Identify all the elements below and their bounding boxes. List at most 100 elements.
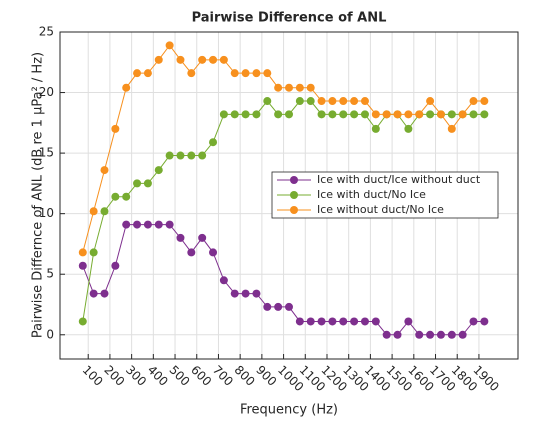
data-point xyxy=(360,110,369,119)
data-point xyxy=(209,248,218,257)
y-axis-label: Pairwise Differnce of ANL (dB re 1 μPa² … xyxy=(31,52,46,338)
y-tick-label: 15 xyxy=(39,146,54,160)
data-point xyxy=(317,110,326,119)
data-point xyxy=(241,289,250,298)
data-point xyxy=(89,289,98,298)
data-point xyxy=(263,97,272,106)
data-point xyxy=(187,151,196,160)
data-point xyxy=(263,69,272,78)
data-point xyxy=(480,97,489,106)
data-point xyxy=(285,110,293,119)
data-point xyxy=(241,69,250,78)
data-point xyxy=(122,83,131,92)
data-point xyxy=(209,138,218,147)
data-point xyxy=(285,302,293,311)
data-point xyxy=(382,330,391,339)
data-point xyxy=(350,110,359,119)
y-tick-label: 0 xyxy=(46,327,54,341)
data-point xyxy=(447,124,456,133)
data-point xyxy=(198,151,207,160)
data-point xyxy=(263,302,272,311)
data-point xyxy=(143,69,152,78)
data-point xyxy=(176,233,185,242)
plot-frame xyxy=(59,31,519,360)
data-point xyxy=(122,192,131,201)
data-point xyxy=(230,110,239,119)
data-point xyxy=(89,207,98,216)
data-point xyxy=(198,55,207,64)
y-tick-label: 25 xyxy=(39,25,54,39)
data-point xyxy=(100,207,109,216)
data-point xyxy=(111,124,120,133)
data-point xyxy=(230,69,239,78)
data-point xyxy=(328,97,337,106)
data-point xyxy=(371,124,380,133)
data-point xyxy=(415,110,424,119)
data-point xyxy=(469,317,478,326)
data-point xyxy=(154,166,163,175)
data-point xyxy=(371,317,380,326)
data-point xyxy=(458,330,467,339)
data-point xyxy=(78,261,87,270)
data-point xyxy=(198,233,207,242)
y-tick-label: 20 xyxy=(39,85,54,99)
data-point xyxy=(350,97,359,106)
data-point xyxy=(285,83,293,92)
data-point xyxy=(209,55,218,64)
data-point xyxy=(426,110,435,119)
data-point xyxy=(317,317,326,326)
data-point xyxy=(447,330,456,339)
data-point xyxy=(306,97,315,106)
data-point xyxy=(154,55,163,64)
data-point xyxy=(371,110,380,119)
data-point xyxy=(187,248,196,257)
y-tick-label: 10 xyxy=(39,206,54,220)
data-point xyxy=(252,110,261,119)
data-point xyxy=(133,69,142,78)
data-point xyxy=(133,179,142,188)
data-point xyxy=(382,110,391,119)
data-point xyxy=(426,97,435,106)
data-point xyxy=(306,317,315,326)
data-point xyxy=(165,41,174,50)
data-point xyxy=(360,97,369,106)
data-point xyxy=(241,110,250,119)
data-point xyxy=(143,179,152,188)
data-point xyxy=(78,248,87,257)
data-point xyxy=(360,317,369,326)
data-point xyxy=(306,83,315,92)
data-point xyxy=(404,317,413,326)
chart-title: Pairwise Difference of ANL xyxy=(192,11,387,26)
data-point xyxy=(317,97,326,106)
data-point xyxy=(447,110,456,119)
data-point xyxy=(295,97,304,106)
data-point xyxy=(143,220,152,229)
data-point xyxy=(274,302,283,311)
data-point xyxy=(339,317,348,326)
data-point xyxy=(393,330,402,339)
data-point xyxy=(176,55,185,64)
data-point xyxy=(111,261,120,270)
data-point xyxy=(252,69,261,78)
data-point xyxy=(100,166,109,175)
data-point xyxy=(133,220,142,229)
data-point xyxy=(295,83,304,92)
data-point xyxy=(295,317,304,326)
data-point xyxy=(122,220,131,229)
data-point xyxy=(415,330,424,339)
data-point xyxy=(469,97,478,106)
y-tick-label: 5 xyxy=(46,267,54,281)
data-point xyxy=(274,83,283,92)
data-point xyxy=(480,317,489,326)
data-point xyxy=(154,220,163,229)
data-point xyxy=(165,220,174,229)
data-point xyxy=(404,124,413,133)
data-point xyxy=(426,330,435,339)
legend-marker xyxy=(290,206,298,214)
data-point xyxy=(274,110,283,119)
data-point xyxy=(480,110,489,119)
x-axis-label: Frequency (Hz) xyxy=(240,403,338,418)
data-point xyxy=(100,289,109,298)
data-point xyxy=(350,317,359,326)
